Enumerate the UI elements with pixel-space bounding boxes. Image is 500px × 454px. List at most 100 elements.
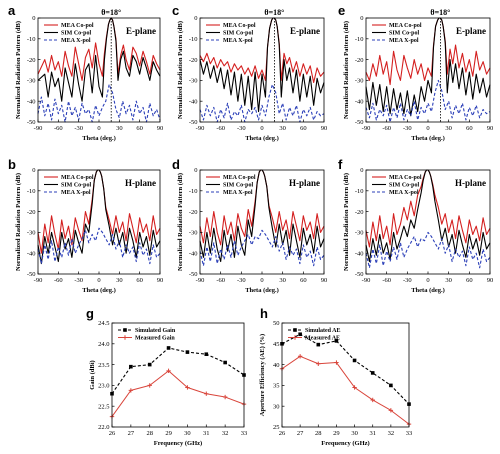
series-line bbox=[37, 227, 161, 265]
data-point bbox=[298, 332, 302, 337]
y-tick-label: -20 bbox=[189, 209, 198, 216]
x-axis-title: Theta (deg.) bbox=[82, 135, 116, 142]
x-tick-label: 33 bbox=[241, 430, 248, 437]
chart-panel-d: d H-plane -90 -60 -30 0 30 60 90 0 -10 -20 -30 -40 -50… bbox=[172, 157, 327, 294]
y-tick-label: -10 bbox=[355, 188, 364, 195]
y-tick-label: 0 bbox=[360, 167, 363, 174]
x-tick-label: -60 bbox=[54, 125, 63, 132]
x-axis-title: Theta (deg.) bbox=[411, 135, 445, 142]
x-tick-label: 90 bbox=[157, 277, 164, 284]
y-tick-label: 35 bbox=[273, 383, 280, 390]
y-tick-label: -20 bbox=[189, 57, 198, 64]
y-tick-label: -10 bbox=[355, 36, 364, 43]
plot-frame bbox=[111, 322, 245, 428]
series-line bbox=[199, 17, 325, 113]
y-tick-label: -10 bbox=[189, 188, 198, 195]
legend-label: MEA X-pol bbox=[389, 190, 419, 196]
legend-label: Simulated Gain bbox=[135, 328, 176, 334]
legend-label: MEA Co-pol bbox=[223, 175, 256, 181]
plane-label: E-plane bbox=[456, 26, 486, 36]
series-line bbox=[365, 231, 491, 269]
y-tick-label: -20 bbox=[27, 57, 36, 64]
x-axis-title: Frequency (GHz) bbox=[154, 440, 202, 447]
x-tick-label: 60 bbox=[466, 277, 473, 284]
x-axis-title: Theta (deg.) bbox=[245, 135, 279, 142]
legend-label: SIM Co-pol bbox=[223, 183, 254, 189]
legend-label: MEA X-pol bbox=[223, 190, 253, 196]
y-axis-title: Normalized Radiation Pattern (dB) bbox=[343, 173, 350, 271]
y-tick-label: 23.0 bbox=[98, 383, 109, 390]
y-tick-label: -30 bbox=[355, 78, 364, 85]
y-tick-label: -10 bbox=[27, 188, 36, 195]
plot-frame bbox=[281, 322, 410, 428]
data-point bbox=[389, 383, 393, 388]
chart-panel-g: g 26 27 28 29 30 31 32 33 22.0 22.5 23.0 23.5 24.0 24.… bbox=[86, 306, 247, 447]
series-line bbox=[281, 355, 410, 425]
y-tick-label: -20 bbox=[355, 209, 364, 216]
panel-letter: h bbox=[260, 306, 268, 321]
x-tick-label: 90 bbox=[157, 125, 164, 132]
x-tick-label: 30 bbox=[279, 125, 286, 132]
theta-label: θ=18° bbox=[264, 8, 284, 17]
y-tick-label: -40 bbox=[189, 250, 198, 257]
series-line bbox=[199, 229, 325, 267]
data-point bbox=[222, 394, 228, 400]
x-tick-label: 30 bbox=[445, 125, 452, 132]
y-tick-label: 0 bbox=[194, 167, 197, 174]
series-line bbox=[199, 84, 325, 123]
theta-label: θ=18° bbox=[101, 8, 121, 17]
x-tick-label: -90 bbox=[362, 277, 371, 284]
y-tick-label: -10 bbox=[189, 36, 198, 43]
data-point bbox=[316, 342, 321, 347]
data-point bbox=[223, 360, 227, 365]
y-tick-label: -50 bbox=[27, 271, 36, 278]
series-line bbox=[111, 370, 245, 417]
x-tick-label: -90 bbox=[196, 277, 205, 284]
data-point bbox=[334, 360, 339, 365]
panel-letter: f bbox=[338, 157, 343, 172]
series-line bbox=[365, 79, 491, 123]
y-tick-label: 24.0 bbox=[98, 341, 109, 348]
legend-marker bbox=[293, 328, 297, 332]
y-tick-label: -20 bbox=[27, 209, 36, 216]
x-tick-label: 90 bbox=[321, 125, 328, 132]
y-tick-label: -40 bbox=[27, 98, 36, 105]
x-tick-label: 33 bbox=[406, 430, 413, 437]
x-tick-label: 30 bbox=[116, 277, 123, 284]
x-tick-label: 60 bbox=[136, 277, 143, 284]
x-tick-label: -30 bbox=[403, 277, 412, 284]
data-point bbox=[334, 339, 339, 343]
y-axis-title: Normalized Radiation Pattern (dB) bbox=[15, 21, 22, 119]
x-tick-label: 30 bbox=[351, 430, 358, 437]
data-point bbox=[147, 362, 152, 367]
x-tick-label: -90 bbox=[196, 125, 205, 132]
y-tick-label: -50 bbox=[27, 119, 36, 126]
data-point bbox=[185, 385, 190, 390]
x-tick-label: -60 bbox=[382, 125, 391, 132]
data-point bbox=[129, 364, 133, 369]
x-axis-title: Theta (deg.) bbox=[82, 287, 116, 294]
y-axis-title: Normalized Radiation Pattern (dB) bbox=[177, 173, 184, 271]
x-tick-label: 90 bbox=[487, 125, 494, 132]
plane-label: H-plane bbox=[125, 178, 156, 188]
data-point bbox=[204, 391, 209, 396]
data-point bbox=[352, 385, 357, 390]
y-axis-title: Normalized Radiation Pattern (dB) bbox=[177, 21, 184, 119]
x-tick-label: -30 bbox=[74, 125, 83, 132]
legend-label: MEA X-pol bbox=[61, 190, 91, 196]
x-tick-label: 28 bbox=[146, 430, 153, 437]
x-tick-label: 90 bbox=[487, 277, 494, 284]
y-tick-label: -40 bbox=[355, 250, 364, 257]
legend-label: SIM Co-pol bbox=[61, 31, 92, 37]
y-tick-label: 23.5 bbox=[98, 362, 109, 369]
chart-panel-f: f H-plane -90 -60 -30 0 30 60 90 0 -10 -20 -30 -40 -50… bbox=[338, 157, 493, 294]
y-tick-label: -30 bbox=[355, 230, 364, 237]
plane-label: E-plane bbox=[290, 26, 320, 36]
panel-letter: e bbox=[338, 3, 345, 18]
series-line bbox=[365, 17, 491, 117]
y-tick-label: 0 bbox=[32, 167, 35, 174]
legend-label: SIM Co-pol bbox=[389, 183, 420, 189]
x-axis-title: Theta (deg.) bbox=[411, 287, 445, 294]
legend-label: MEA Co-pol bbox=[223, 23, 256, 29]
x-tick-label: 29 bbox=[333, 430, 340, 437]
